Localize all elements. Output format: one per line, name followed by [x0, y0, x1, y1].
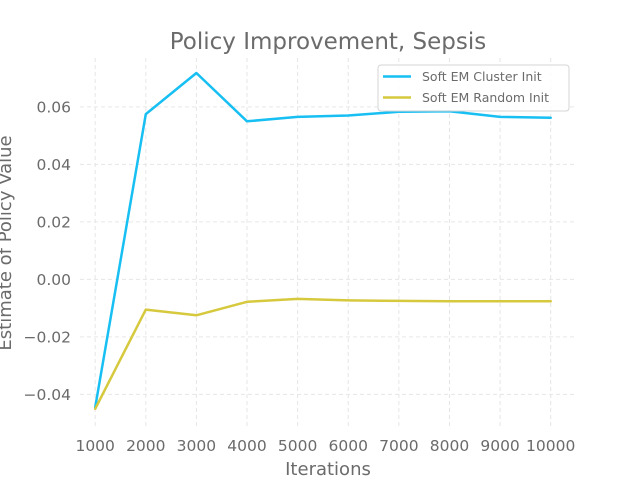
x-tick-label: 1000 — [75, 437, 114, 455]
y-tick-label: 0.06 — [36, 98, 71, 116]
y-tick-label: −0.02 — [24, 328, 72, 346]
legend-label: Soft EM Cluster Init — [422, 69, 542, 84]
x-tick-label: 7000 — [379, 437, 418, 455]
series-line-2 — [93, 297, 552, 411]
x-axis-label: Iterations — [285, 459, 371, 480]
legend-box — [377, 64, 570, 112]
x-tick-label: 10000 — [526, 437, 575, 455]
y-tick-label: 0.04 — [36, 156, 71, 174]
legend: Soft EM Cluster Init Soft EM Random Init — [377, 64, 570, 112]
x-tick-label: 9000 — [480, 437, 519, 455]
legend-label: Soft EM Random Init — [422, 90, 549, 105]
y-axis-label: Estimate of Policy Value — [0, 135, 16, 350]
grid — [80, 58, 576, 426]
y-tick-label: 0.00 — [36, 271, 71, 289]
x-tick-label: 5000 — [278, 437, 317, 455]
x-tick-label: 8000 — [430, 437, 469, 455]
x-tick-label: 6000 — [329, 437, 368, 455]
y-tick-label: 0.02 — [36, 213, 71, 231]
x-axis-ticks: 1000 2000 3000 4000 5000 6000 7000 8000 9000 1000… — [75, 437, 575, 455]
x-tick-label: 3000 — [177, 437, 216, 455]
x-tick-label: 4000 — [227, 437, 266, 455]
series-line-1 — [93, 71, 552, 409]
y-axis-ticks: −0.04 −0.02 0.00 0.02 0.04 0.06 — [24, 98, 72, 404]
chart-title: Policy Improvement, Sepsis — [170, 29, 487, 55]
series-lines — [93, 71, 552, 411]
x-tick-label: 2000 — [126, 437, 165, 455]
y-tick-label: −0.04 — [24, 386, 72, 404]
